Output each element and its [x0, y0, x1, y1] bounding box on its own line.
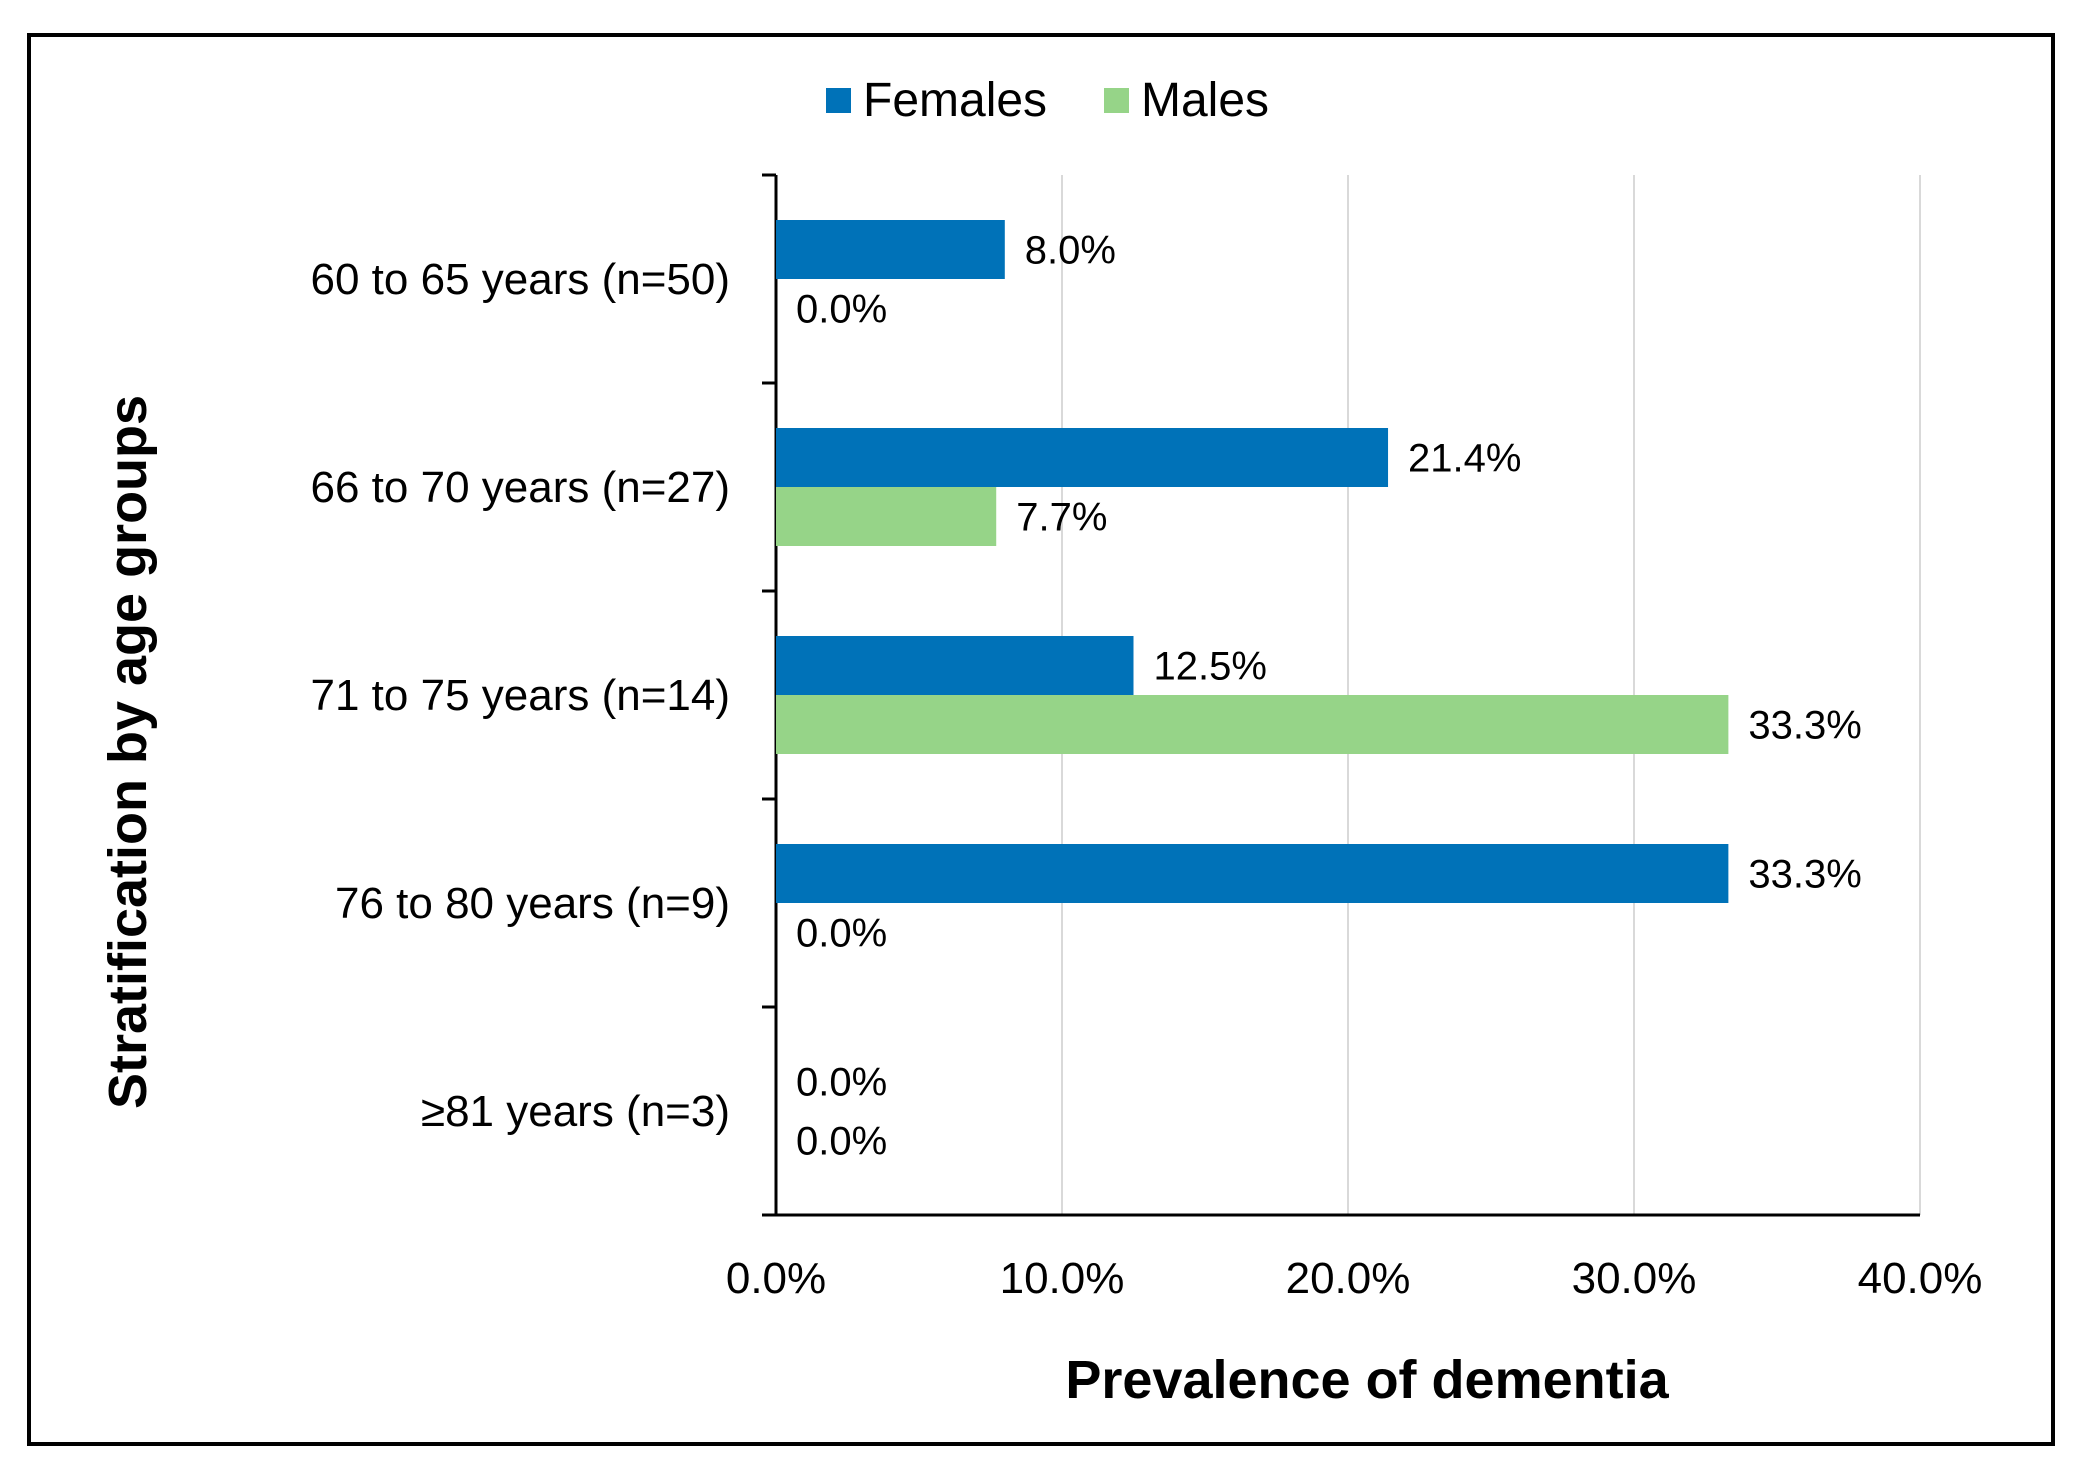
bar-females: [776, 636, 1134, 695]
category-label: 60 to 65 years (n=50): [311, 255, 730, 304]
data-label: 0.0%: [796, 912, 887, 956]
bar-males: [776, 487, 997, 546]
x-tick-label: 20.0%: [1286, 1254, 1411, 1303]
legend-label-males: Males: [1141, 74, 1269, 127]
x-tick-label: 40.0%: [1858, 1254, 1983, 1303]
x-axis-title: Prevalence of dementia: [1065, 1350, 1669, 1410]
category-label: 66 to 70 years (n=27): [311, 463, 730, 512]
data-label: 8.0%: [1025, 229, 1116, 273]
x-tick-label: 10.0%: [1000, 1254, 1125, 1303]
x-tick-label: 30.0%: [1572, 1254, 1697, 1303]
bar-females: [776, 844, 1729, 903]
data-label: 21.4%: [1408, 437, 1521, 481]
legend-label-females: Females: [863, 74, 1047, 127]
bar-females: [776, 220, 1005, 279]
data-label: 33.3%: [1748, 853, 1861, 897]
data-label: 0.0%: [796, 1061, 887, 1105]
data-label: 33.3%: [1748, 704, 1861, 748]
y-axis-title: Stratification by age groups: [98, 395, 158, 1109]
data-label: 12.5%: [1154, 645, 1267, 689]
category-label: ≥81 years (n=3): [421, 1087, 730, 1136]
legend-swatch-males: [1104, 88, 1129, 113]
bar-males: [776, 695, 1729, 754]
x-tick-label: 0.0%: [726, 1254, 826, 1303]
legend-swatch-females: [826, 88, 851, 113]
data-label: 0.0%: [796, 1120, 887, 1164]
category-label: 71 to 75 years (n=14): [311, 671, 730, 720]
category-label: 76 to 80 years (n=9): [335, 879, 730, 928]
bar-females: [776, 428, 1389, 487]
data-label: 7.7%: [1016, 496, 1107, 540]
data-label: 0.0%: [796, 288, 887, 332]
